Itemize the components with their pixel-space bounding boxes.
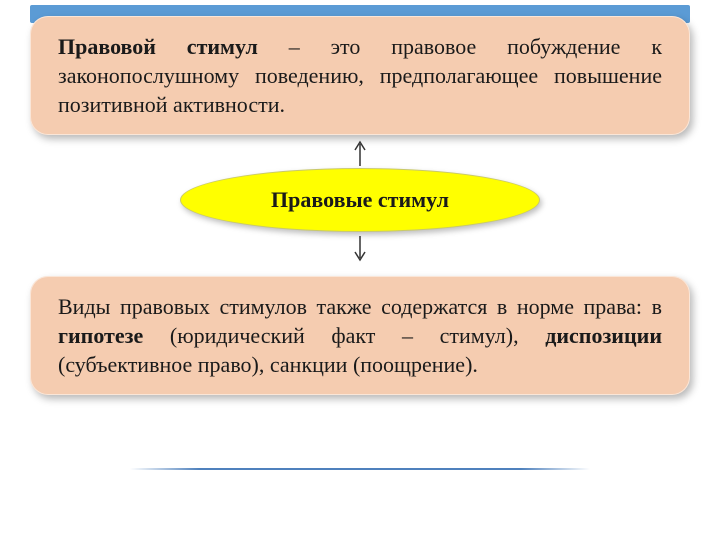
types-pre: Виды правовых стимулов также содержатся … [58,294,662,319]
types-b2: диспозиции [545,323,662,348]
definition-term: Правовой стимул [58,34,258,59]
arrow-down-icon [353,236,367,264]
arrow-up-icon [353,138,367,166]
types-post: (субъективное право), санкции (поощрение… [58,352,478,377]
definition-text: Правовой стимул – это правовое побуждени… [58,34,662,117]
types-box: Виды правовых стимулов также содержатся … [30,276,690,395]
types-text: Виды правовых стимулов также содержатся … [58,294,662,377]
types-b1: гипотезе [58,323,143,348]
center-label: Правовые стимул [271,187,449,213]
center-ellipse: Правовые стимул [180,168,540,232]
types-mid1: (юридический факт – стимул), [143,323,545,348]
definition-box: Правовой стимул – это правовое побуждени… [30,16,690,135]
footer-divider [130,468,590,470]
